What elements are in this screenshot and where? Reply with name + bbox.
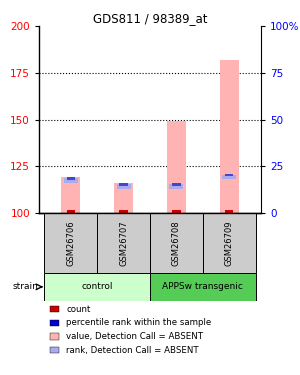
Bar [44,213,97,273]
Title: GDS811 / 98389_at: GDS811 / 98389_at [93,12,207,25]
Bar [44,273,150,301]
Bar [50,333,58,340]
Bar [67,177,75,180]
Bar [117,184,130,189]
Bar [169,184,183,189]
Bar [203,213,256,273]
Text: GSM26709: GSM26709 [225,220,234,266]
Bar [114,183,133,213]
Bar [150,213,203,273]
Bar [119,183,128,186]
Bar [225,174,233,177]
Bar [222,175,236,179]
Bar [150,273,256,301]
Bar [167,122,186,213]
Text: APPSw transgenic: APPSw transgenic [162,282,243,291]
Text: GSM26708: GSM26708 [172,220,181,266]
Text: count: count [66,304,91,313]
Text: rank, Detection Call = ABSENT: rank, Detection Call = ABSENT [66,346,199,355]
Text: value, Detection Call = ABSENT: value, Detection Call = ABSENT [66,332,203,341]
Bar [61,177,80,213]
Bar [119,210,128,213]
Bar [220,60,239,213]
Bar [97,213,150,273]
Bar [50,347,58,353]
Bar [225,210,233,213]
Bar [50,306,58,312]
Text: percentile rank within the sample: percentile rank within the sample [66,318,212,327]
Text: GSM26707: GSM26707 [119,220,128,266]
Bar [67,210,75,213]
Bar [172,183,181,186]
Text: strain: strain [12,282,38,291]
Bar [64,178,78,183]
Bar [50,320,58,326]
Text: GSM26706: GSM26706 [66,220,75,266]
Text: control: control [81,282,113,291]
Bar [172,210,181,213]
